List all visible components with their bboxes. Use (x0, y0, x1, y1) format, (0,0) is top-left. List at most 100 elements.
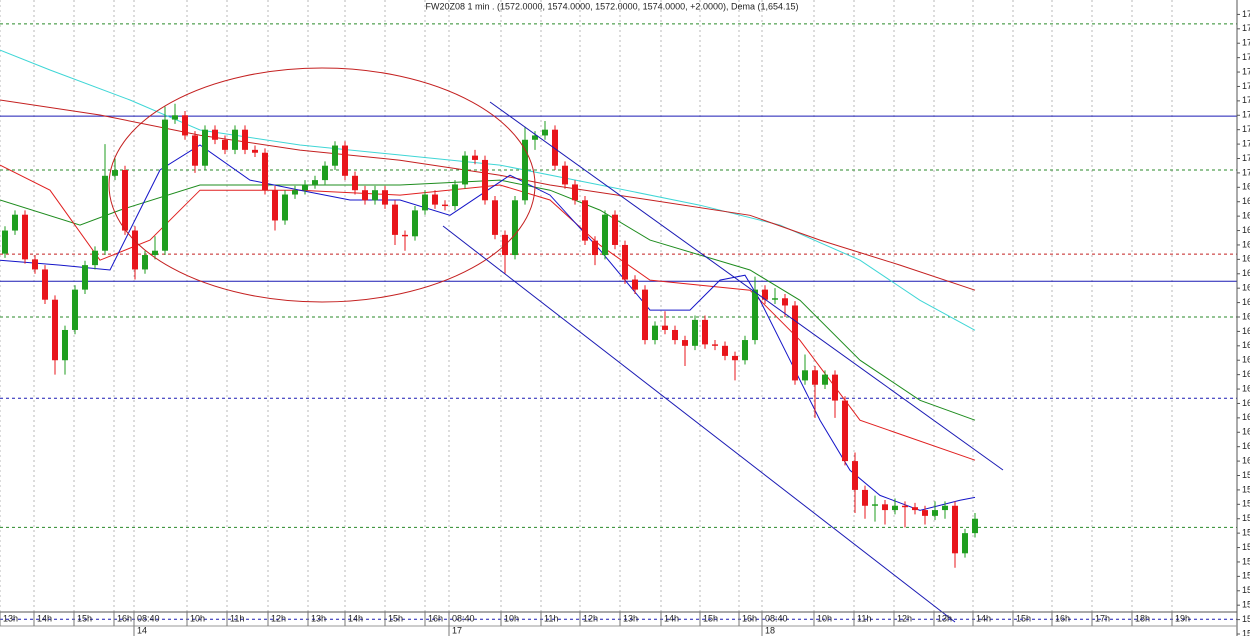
candle-body (132, 230, 138, 270)
y-tick-label: 1595 (1242, 470, 1250, 480)
candle-body (752, 289, 758, 341)
candle-body (282, 194, 288, 221)
x-tick-label: 10h (817, 613, 832, 623)
x-tick-label: 12h (897, 613, 912, 623)
candle-body (352, 175, 358, 191)
candle-body (682, 340, 688, 346)
x-tick-label: 18h (1135, 613, 1150, 623)
candles (2, 103, 978, 568)
x-tick-label: 08:40 (765, 613, 788, 623)
x-tick-label: 13h (3, 613, 18, 623)
candle-body (552, 129, 558, 166)
x-tick-label: 14h (976, 613, 991, 623)
candle-body (92, 250, 98, 266)
candle-body (902, 505, 908, 508)
grid (0, 0, 1173, 612)
x-tick-label: 16h (428, 613, 443, 623)
candle-body (462, 155, 468, 185)
candle-body (572, 184, 578, 201)
candle-body (382, 190, 388, 205)
candle-body (632, 279, 638, 290)
y-tick-label: 1620 (1242, 398, 1250, 408)
x-tick-label: 14h (348, 613, 363, 623)
y-tick-label: 1590 (1242, 484, 1250, 494)
y-tick-label: 1625 (1242, 383, 1250, 393)
x-tick-label: 10h (504, 613, 519, 623)
candle-body (862, 489, 868, 506)
y-tick-label: 1675 (1242, 239, 1250, 249)
y-tick-label: 1640 (1242, 340, 1250, 350)
chart-title: FW20Z08 1 min . (1572.0000, 1574.0000, 1… (425, 1, 798, 11)
candle-body (232, 129, 238, 150)
candle-body (252, 149, 258, 153)
candle-body (242, 129, 248, 150)
candle-body (52, 299, 58, 361)
candle-body (842, 400, 848, 462)
candle-body (942, 505, 948, 511)
candle-body (322, 165, 328, 181)
x-tick-label: 13h (311, 613, 326, 623)
candle-body (912, 507, 918, 511)
y-tick-label: 1555 (1242, 585, 1250, 595)
candle-body (292, 190, 298, 195)
levels (0, 23, 1237, 620)
candle-body (412, 210, 418, 237)
candle-body (662, 325, 668, 330)
candle-body (372, 190, 378, 201)
candle-body (162, 119, 168, 251)
candle-body (952, 505, 958, 554)
day-label: 18 (765, 625, 775, 635)
candle-body (212, 129, 218, 140)
x-tick-label: 17h (1095, 613, 1110, 623)
candle-body (42, 269, 48, 300)
candle-body (192, 135, 198, 166)
candle-body (962, 533, 968, 554)
candle-body (142, 255, 148, 270)
moving-average (0, 179, 976, 421)
candle-body (822, 374, 828, 385)
day-label: 14 (137, 625, 147, 635)
x-tick-label: 12h (583, 613, 598, 623)
x-tick-label: 15h (388, 613, 403, 623)
candle-body (782, 298, 788, 306)
y-tick-label: 1690 (1242, 196, 1250, 206)
candle-body (222, 139, 228, 150)
moving-average (0, 164, 976, 461)
x-tick-label: 11h (857, 613, 871, 623)
candle-body (872, 504, 878, 506)
candle-body (642, 289, 648, 341)
candle-body (812, 370, 818, 385)
x-tick-label: 12h (271, 613, 286, 623)
candle-body (362, 190, 368, 201)
candle-body (72, 289, 78, 330)
candle-body (612, 214, 618, 245)
y-tick-label: 1665 (1242, 268, 1250, 278)
candle-body (102, 175, 108, 251)
candle-body (852, 461, 858, 490)
y-tick-label: 1705 (1242, 153, 1250, 163)
candle-body (652, 325, 658, 341)
candle-body (262, 152, 268, 191)
y-tick-label: 1660 (1242, 283, 1250, 293)
y-tick-label: 1550 (1242, 600, 1250, 610)
candle-body (472, 155, 478, 160)
y-tick-label: 1600 (1242, 455, 1250, 465)
y-tick-label: 1725 (1242, 95, 1250, 105)
candle-body (692, 319, 698, 346)
candle-body (442, 204, 448, 207)
candle-body (712, 344, 718, 346)
candle-body (432, 194, 438, 205)
candle-body (392, 204, 398, 235)
annotation-ellipse (108, 67, 536, 303)
x-tick-label: 13h (623, 613, 638, 623)
y-tick-label: 1695 (1242, 182, 1250, 192)
candle-body (272, 190, 278, 221)
candle-body (972, 518, 978, 534)
candle-body (82, 265, 88, 290)
y-tick-label: 1700 (1242, 167, 1250, 177)
candle-body (512, 200, 518, 256)
y-tick-label: 1645 (1242, 326, 1250, 336)
x-tick-label: 08:40 (137, 613, 160, 623)
candle-body (152, 250, 158, 256)
